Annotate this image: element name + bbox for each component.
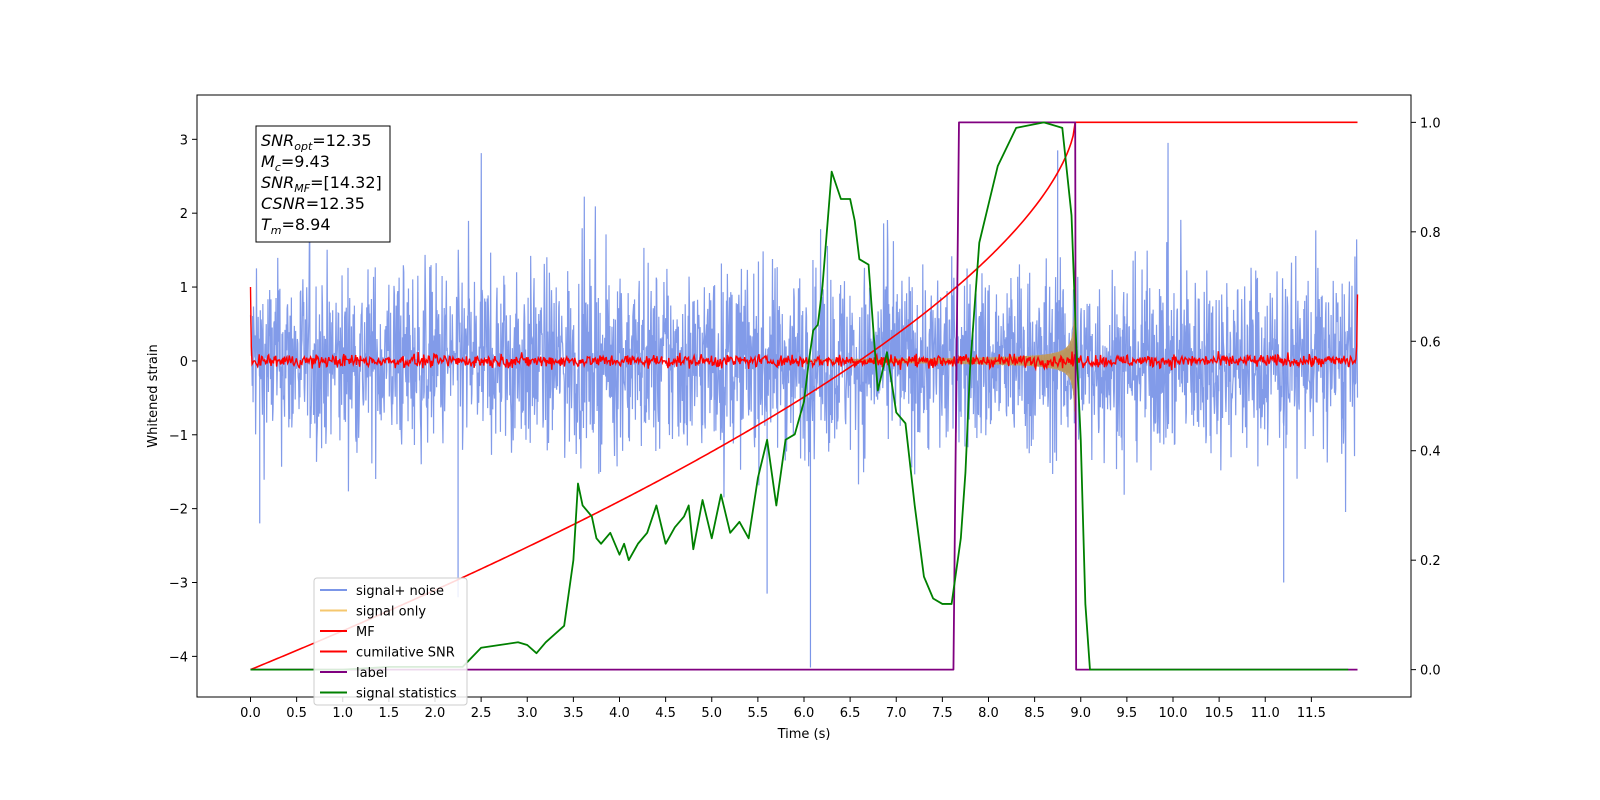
x-tick-label: 2.5 — [471, 706, 492, 721]
x-tick-label: 8.5 — [1024, 706, 1045, 721]
x-tick-label: 3.5 — [563, 706, 584, 721]
info-box: SNRopt=12.35Mc=9.43SNRMF=[14.32]CSNR=12.… — [255, 125, 391, 243]
legend-label: signal only — [356, 605, 426, 620]
y-tick-label: 3 — [180, 133, 188, 148]
x-tick-label: 6.0 — [794, 706, 815, 721]
legend-frame — [313, 577, 468, 706]
x-tick-label: 6.5 — [840, 706, 861, 721]
y-axis-label: Whitened strain — [146, 344, 161, 447]
info-box-line: CSNR=12.35 — [261, 194, 365, 213]
x-tick-label: 11.5 — [1297, 706, 1326, 721]
y-axis-right: 0.0 0.2 0.4 0.6 0.8 1.0 — [1411, 116, 1441, 679]
x-tick-label: 5.0 — [701, 706, 722, 721]
x-axis: 0.0 0.5 1.0 1.5 2.0 2.5 3.0 3.5 4.0 4.5 5.0 5.5 6.0 6… — [240, 697, 1326, 721]
y-tick-label: −4 — [169, 650, 188, 665]
x-tick-label: 7.5 — [932, 706, 953, 721]
x-tick-label: 9.5 — [1117, 706, 1138, 721]
x-tick-label: 1.5 — [379, 706, 400, 721]
series-signal-only-envelope — [850, 298, 1076, 424]
y-tick-label: −2 — [169, 503, 188, 518]
y-axis-left: 3 2 1 0 −1 −2 −3 −4 — [169, 133, 197, 665]
legend-label: cumilative SNR — [356, 646, 455, 661]
x-tick-label: 0.0 — [240, 706, 261, 721]
x-tick-label: 0.5 — [286, 706, 307, 721]
x-tick-label: 4.5 — [655, 706, 676, 721]
legend-label: MF — [356, 625, 375, 640]
x-tick-label: 11.0 — [1251, 706, 1280, 721]
x-tick-label: 3.0 — [517, 706, 538, 721]
x-tick-label: 4.0 — [609, 706, 630, 721]
y-tick-label: −3 — [169, 577, 188, 592]
y2-tick-label: 1.0 — [1420, 116, 1441, 131]
y2-tick-label: 0.8 — [1420, 226, 1441, 241]
x-axis-label: Time (s) — [777, 727, 831, 742]
legend-label: signal+ noise — [356, 584, 444, 599]
y-tick-label: 1 — [180, 281, 188, 296]
info-box-line: SNRopt=12.35 — [261, 131, 372, 153]
x-tick-label: 2.0 — [425, 706, 446, 721]
y2-tick-label: 0.6 — [1420, 335, 1441, 350]
y-tick-label: 0 — [180, 355, 188, 370]
info-box-line: Mc=9.43 — [261, 152, 330, 174]
x-tick-label: 9.0 — [1070, 706, 1091, 721]
info-box-line: Tm=8.94 — [261, 215, 331, 237]
x-tick-label: 1.0 — [332, 706, 353, 721]
x-tick-label: 10.5 — [1205, 706, 1234, 721]
plot-area — [249, 121, 1359, 671]
info-box-frame — [255, 125, 391, 243]
y2-tick-label: 0.4 — [1420, 445, 1441, 460]
series-signal-statistics — [250, 121, 1349, 671]
x-tick-label: 8.0 — [978, 706, 999, 721]
info-box-line: SNRMF=[14.32] — [261, 173, 382, 195]
y-tick-label: −1 — [169, 429, 188, 444]
x-tick-label: 5.5 — [748, 706, 769, 721]
series-mf — [249, 287, 1359, 372]
y2-tick-label: 0.0 — [1420, 664, 1441, 679]
legend-label: signal statistics — [356, 687, 457, 702]
x-tick-label: 10.0 — [1159, 706, 1188, 721]
x-tick-label: 7.0 — [886, 706, 907, 721]
y2-tick-label: 0.2 — [1420, 554, 1441, 569]
series-signal-noise — [249, 142, 1359, 513]
legend: signal+ noise signal only MF cumilative SNR… — [313, 577, 468, 706]
legend-label: label — [356, 666, 387, 681]
y-tick-label: 2 — [180, 207, 188, 222]
